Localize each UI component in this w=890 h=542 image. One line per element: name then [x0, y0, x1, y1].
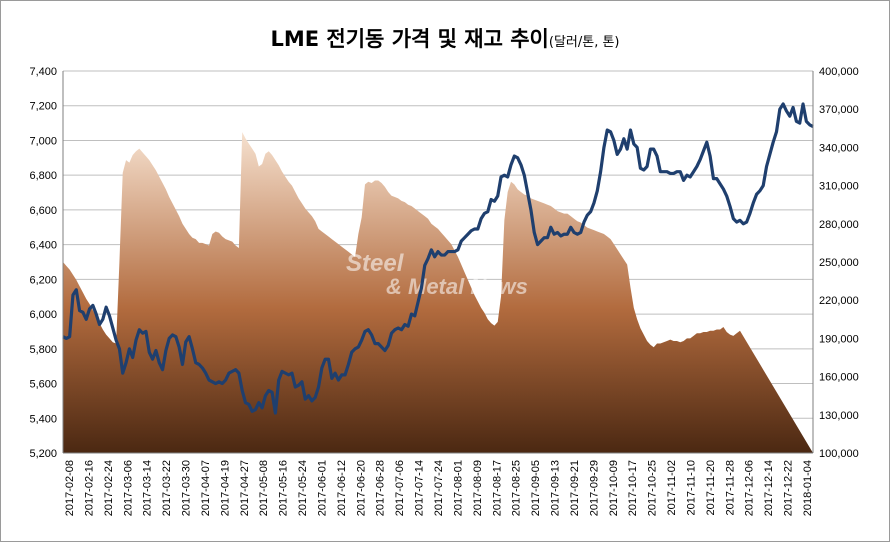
x-axis-tick-label: 2017-09-05 [530, 460, 542, 516]
x-axis-tick-label: 2017-06-01 [316, 460, 328, 516]
left-axis-tick-label: 5,200 [29, 448, 57, 460]
x-axis-tick-label: 2017-07-14 [414, 460, 426, 516]
x-axis-tick-label: 2017-12-06 [744, 460, 756, 516]
left-axis-ticks: 5,200 5,400 5,600 5,800 6,000 6,200 6,400 6,600… [29, 66, 57, 460]
left-axis-tick-label: 5,400 [29, 413, 57, 425]
left-axis-tick-label: 6,000 [29, 309, 57, 321]
right-axis-tick-label: 130,000 [819, 410, 859, 422]
x-axis-tick-label: 2017-09-21 [569, 460, 581, 516]
x-axis-tick-label: 2017-12-14 [763, 460, 775, 516]
x-axis-tick-label: 2017-09-29 [588, 460, 600, 516]
right-axis-tick-label: 220,000 [819, 295, 859, 307]
x-axis-tick-label: 2017-12-22 [783, 460, 795, 516]
x-axis-tick-label: 2017-06-12 [336, 460, 348, 516]
x-axis-tick-label: 2017-11-20 [705, 460, 717, 515]
price-line-series [62, 102, 814, 415]
right-axis-tick-label: 160,000 [819, 372, 859, 384]
chart-title-main: LME 전기동 가격 및 재고 추이 [270, 27, 549, 51]
x-axis-tick-label: 2017-05-24 [297, 460, 309, 516]
right-axis-tick-label: 100,000 [819, 448, 859, 460]
x-axis-tick-label: 2017-03-30 [181, 460, 193, 516]
left-axis-tick-label: 7,400 [29, 66, 57, 78]
left-axis-tick-label: 6,600 [29, 205, 57, 217]
x-axis-tick-label: 2017-02-24 [103, 460, 115, 516]
x-axis-tick-label: 2017-03-22 [161, 460, 173, 516]
x-axis-tick-label: 2017-04-07 [200, 460, 212, 516]
x-axis-tick-label: 2017-07-24 [433, 460, 445, 516]
x-axis-tick-label: 2017-05-08 [258, 460, 270, 516]
watermark: Steel & Metal News [346, 250, 528, 299]
right-axis-tick-label: 250,000 [819, 257, 859, 269]
left-axis-tick-label: 6,800 [29, 170, 57, 182]
x-axis-tick-label: 2017-03-14 [142, 460, 154, 516]
x-axis-tick-label: 2017-09-13 [550, 460, 562, 516]
x-axis-tick-label: 2017-08-01 [452, 460, 464, 516]
x-axis-tick-label: 2017-03-06 [122, 460, 134, 516]
left-axis-tick-label: 6,200 [29, 274, 57, 286]
left-axis-tick-label: 7,200 [29, 101, 57, 113]
x-axis-tick-label: 2017-11-10 [685, 460, 697, 515]
x-axis-tick-label: 2017-02-08 [64, 460, 76, 516]
right-axis-tick-label: 310,000 [819, 181, 859, 193]
left-axis-tick-label: 7,000 [29, 135, 57, 147]
left-axis-tick-label: 5,800 [29, 344, 57, 356]
x-axis-tick-label: 2017-05-16 [278, 460, 290, 516]
chart-title-unit: (달러/톤, 톤) [548, 35, 620, 50]
right-axis-tick-label: 190,000 [819, 333, 859, 345]
x-axis-tick-label: 2017-04-19 [219, 460, 231, 516]
x-axis-tick-label: 2017-11-28 [724, 460, 736, 515]
x-axis-tick-label: 2017-08-09 [472, 460, 484, 516]
x-axis-tick-label: 2017-11-02 [666, 460, 678, 515]
right-axis-tick-label: 340,000 [819, 142, 859, 154]
right-axis-tick-label: 370,000 [819, 104, 859, 116]
x-axis-tick-label: 2017-10-25 [647, 460, 659, 516]
x-axis-tick-label: 2017-04-27 [239, 460, 251, 516]
x-axis-tick-label: 2018-01-04 [802, 460, 814, 516]
x-axis-tick-label: 2017-10-17 [627, 460, 639, 516]
x-axis-tick-label: 2017-07-06 [394, 460, 406, 516]
watermark-line1: Steel [346, 250, 405, 277]
left-axis-tick-label: 6,400 [29, 240, 57, 252]
right-axis-tick-label: 400,000 [819, 66, 859, 78]
left-axis-tick-label: 5,600 [29, 379, 57, 391]
chart-title: LME 전기동 가격 및 재고 추이(달러/톤, 톤) [1, 23, 889, 53]
x-axis-tick-label: 2017-02-16 [83, 460, 95, 516]
x-axis-tick-label: 2017-06-20 [355, 460, 367, 516]
x-axis-ticks: 2017-02-08 2017-02-16 2017-02-24 2017-03-06… [64, 460, 814, 516]
x-axis-tick-label: 2017-10-09 [608, 460, 620, 516]
x-axis-tick-label: 2017-06-28 [375, 460, 387, 516]
right-axis-ticks: 100,000 130,000 160,000 190,000 220,000 250,0… [819, 66, 859, 460]
x-axis-tick-label: 2017-08-25 [511, 460, 523, 516]
x-axis-tick-label: 2017-08-17 [491, 460, 503, 516]
right-axis-tick-label: 280,000 [819, 219, 859, 231]
stock-area-series [63, 132, 813, 453]
watermark-line2: & Metal News [386, 274, 528, 299]
